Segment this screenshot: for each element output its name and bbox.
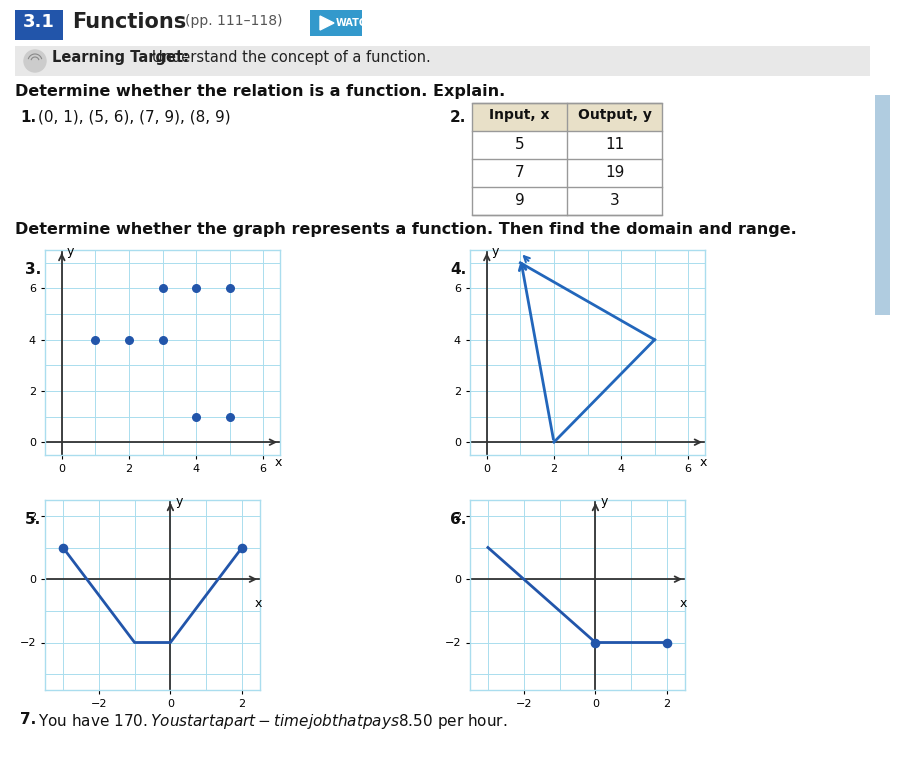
Text: 2.: 2. — [450, 110, 466, 125]
Text: x: x — [254, 597, 262, 610]
Text: 1.: 1. — [20, 110, 36, 125]
Text: Understand the concept of a function.: Understand the concept of a function. — [152, 50, 431, 65]
Bar — [472, 103, 662, 215]
Bar — [310, 10, 362, 36]
Bar — [472, 159, 567, 187]
Text: WATCH: WATCH — [336, 18, 376, 28]
Text: 3: 3 — [610, 193, 619, 208]
Bar — [472, 103, 567, 131]
Point — [121, 334, 136, 346]
Point — [56, 541, 71, 554]
Bar — [567, 131, 662, 159]
Text: (pp. 111–118): (pp. 111–118) — [185, 14, 282, 28]
Point — [88, 334, 102, 346]
Text: y: y — [176, 495, 183, 508]
Text: y: y — [67, 245, 74, 258]
Text: 7: 7 — [515, 165, 524, 180]
Text: 7.: 7. — [20, 712, 36, 727]
Bar — [15, 10, 63, 40]
Point — [223, 410, 237, 423]
Circle shape — [24, 50, 46, 72]
Point — [156, 334, 170, 346]
Text: (0, 1), (5, 6), (7, 9), (8, 9): (0, 1), (5, 6), (7, 9), (8, 9) — [38, 110, 231, 125]
Bar — [567, 159, 662, 187]
Text: y: y — [601, 495, 608, 508]
Text: Functions: Functions — [72, 12, 186, 32]
Text: Learning Target:: Learning Target: — [52, 50, 189, 65]
Text: Determine whether the relation is a function. Explain.: Determine whether the relation is a func… — [15, 84, 505, 99]
Point — [189, 410, 204, 423]
Text: 19: 19 — [605, 165, 624, 180]
Text: 5.: 5. — [25, 512, 42, 527]
Point — [588, 637, 603, 649]
Point — [234, 541, 249, 554]
Text: 6.: 6. — [450, 512, 466, 527]
Text: Output, y: Output, y — [577, 108, 652, 122]
Text: 3.1: 3.1 — [23, 13, 55, 31]
Text: y: y — [491, 245, 500, 258]
Text: 4.: 4. — [450, 262, 466, 277]
Point — [189, 282, 204, 294]
Bar — [875, 95, 890, 315]
Point — [660, 637, 674, 649]
Point — [223, 282, 237, 294]
Point — [156, 282, 170, 294]
Text: x: x — [700, 456, 707, 469]
Text: 5: 5 — [515, 137, 524, 152]
Polygon shape — [320, 16, 334, 30]
Bar — [472, 131, 567, 159]
Text: x: x — [274, 456, 282, 469]
Bar — [567, 103, 662, 131]
Text: 3.: 3. — [25, 262, 42, 277]
Text: You have $170. You start a part-time job that pays $8.50 per hour.: You have $170. You start a part-time job… — [38, 712, 508, 731]
Bar — [567, 187, 662, 215]
Text: x: x — [680, 597, 687, 610]
Text: Input, x: Input, x — [490, 108, 549, 122]
Bar — [15, 46, 870, 76]
Text: Determine whether the graph represents a function. Then find the domain and rang: Determine whether the graph represents a… — [15, 222, 796, 237]
Bar — [472, 187, 567, 215]
Text: 11: 11 — [605, 137, 624, 152]
Text: 9: 9 — [515, 193, 524, 208]
